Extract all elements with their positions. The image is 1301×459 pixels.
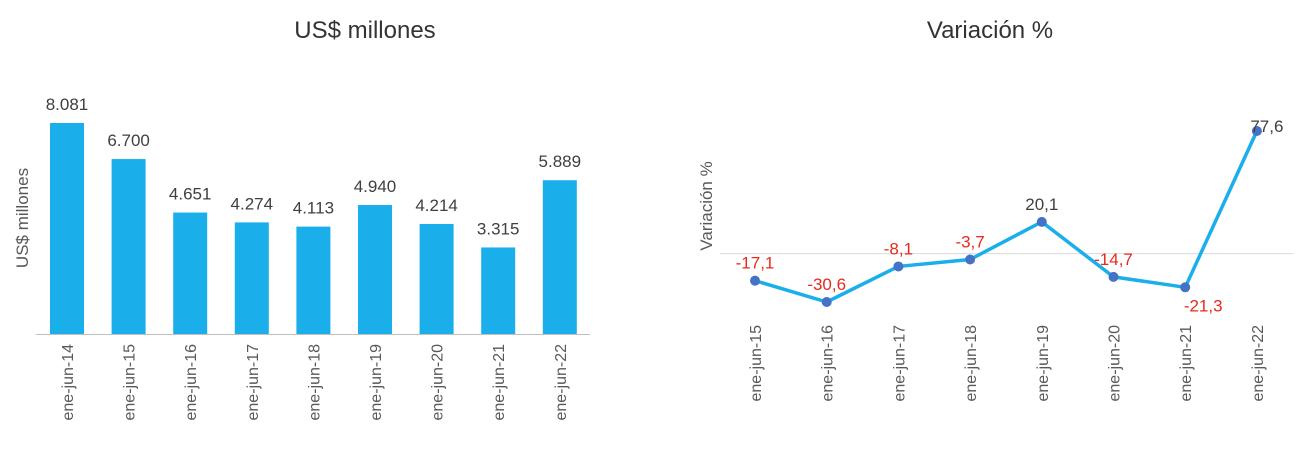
x-tick-label: ene-jun-17 [245, 344, 262, 421]
line-point [1108, 271, 1119, 282]
x-tick-label: ene-jun-16 [183, 344, 200, 421]
line-chart: Variación % Variación % -17,1 -30,6 -8,1 -3… [697, 17, 1293, 402]
x-tick-label: ene-jun-22 [553, 344, 570, 421]
line-data-label: -21,3 [1184, 296, 1223, 315]
x-tick-label: ene-jun-15 [748, 325, 765, 402]
bar [542, 180, 577, 334]
bar-chart: US$ millones US$ millones 8.081 6.700 4.65… [13, 17, 590, 421]
line-data-label: -17,1 [736, 254, 775, 273]
line-point [965, 254, 976, 265]
bar-data-label: 4.274 [231, 194, 274, 213]
x-tick-label: ene-jun-21 [491, 344, 508, 421]
bar [358, 205, 392, 334]
bar-data-label: 4.214 [415, 196, 458, 215]
line-data-label: -30,6 [807, 275, 846, 294]
bar [296, 226, 331, 334]
bar-chart-y-axis-title: US$ millones [13, 168, 32, 268]
bar-x-tick-labels: ene-jun-14 ene-jun-15 ene-jun-16 ene-jun-17… [60, 344, 570, 421]
x-tick-label: ene-jun-22 [1250, 325, 1267, 402]
bar [234, 222, 269, 334]
bar-chart-title: US$ millones [294, 17, 435, 44]
x-tick-label: ene-jun-21 [1178, 325, 1195, 402]
x-tick-label: ene-jun-15 [122, 344, 139, 421]
line-data-label: 77,6 [1250, 117, 1283, 136]
x-tick-label: ene-jun-16 [820, 325, 837, 402]
line-chart-y-axis-title: Variación % [697, 161, 716, 250]
bar-data-labels: 8.081 6.700 4.651 4.274 4.113 4.940 4.214 3.315… [46, 95, 581, 238]
line-data-label: 20,1 [1025, 195, 1058, 214]
bar-data-label: 6.700 [107, 131, 150, 150]
bar-data-label: 3.315 [477, 219, 520, 238]
line-point [1180, 282, 1191, 293]
line-data-labels: -17,1 -30,6 -8,1 -3,7 20,1 -14,7 -21,3 77,6 [736, 117, 1284, 315]
bar [50, 123, 84, 334]
bar-data-label: 4.940 [354, 177, 397, 196]
line-data-label: -14,7 [1094, 250, 1133, 269]
line-point [1251, 126, 1262, 136]
line-point [893, 261, 904, 272]
line-point [821, 297, 832, 307]
bar-data-label: 4.651 [169, 185, 212, 204]
bar [419, 223, 454, 334]
x-tick-label: ene-jun-19 [1035, 325, 1052, 402]
x-tick-label: ene-jun-20 [430, 344, 447, 421]
line-data-label: -8,1 [884, 239, 913, 258]
line-data-label: -3,7 [955, 232, 984, 251]
bar-series [50, 123, 577, 334]
line-chart-title: Variación % [927, 17, 1053, 44]
bar-data-label: 8.081 [46, 95, 89, 114]
x-tick-label: ene-jun-19 [368, 344, 385, 421]
line-x-tick-labels: ene-jun-15 ene-jun-16 ene-jun-17 ene-jun-18… [748, 325, 1267, 402]
x-tick-label: ene-jun-14 [60, 344, 77, 421]
line-point [750, 275, 760, 286]
bar-data-label: 5.889 [539, 152, 582, 171]
bar-data-label: 4.113 [293, 199, 334, 218]
variation-line [754, 130, 1259, 304]
bar [111, 159, 146, 334]
bar [173, 212, 208, 334]
line-point [1036, 216, 1047, 227]
line-markers [750, 126, 1262, 307]
x-tick-label: ene-jun-17 [891, 325, 908, 402]
x-tick-label: ene-jun-20 [1107, 325, 1124, 402]
bar [481, 247, 516, 334]
x-tick-label: ene-jun-18 [306, 344, 323, 421]
x-tick-label: ene-jun-18 [963, 325, 980, 402]
